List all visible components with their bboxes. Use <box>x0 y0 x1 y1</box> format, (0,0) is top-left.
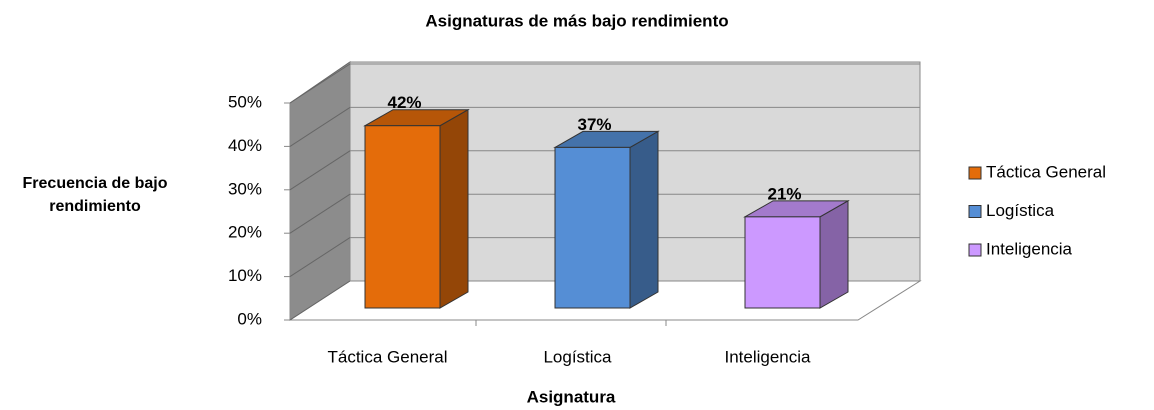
y-tick-label: 20% <box>228 223 262 242</box>
bar-side <box>819 199 849 309</box>
legend-label: Táctica General <box>986 162 1106 181</box>
y-tick-label: 40% <box>228 136 262 155</box>
data-label: 42% <box>387 93 421 112</box>
bar-side <box>629 130 659 309</box>
data-label: 21% <box>767 184 801 203</box>
x-tick-label: Logística <box>543 347 612 366</box>
chart-title: Asignaturas de más bajo rendimiento <box>425 11 728 30</box>
bar <box>744 216 821 309</box>
y-axis-label: Frecuencia de bajo rendimiento <box>22 175 168 215</box>
y-tick-label: 50% <box>228 92 262 111</box>
x-axis-label: Asignatura <box>527 387 616 406</box>
grid-line <box>289 193 351 234</box>
x-tick-label: Inteligencia <box>724 347 811 366</box>
y-tick-label: 10% <box>228 266 262 285</box>
legend-label: Inteligencia <box>986 239 1073 258</box>
y-tick-label: 0% <box>237 309 262 328</box>
legend-swatch <box>968 243 982 257</box>
grid-line <box>289 106 351 147</box>
bar-side <box>439 108 469 309</box>
side-wall <box>289 61 351 321</box>
grid-line <box>289 63 351 104</box>
data-label: 37% <box>577 115 611 134</box>
legend-label: Logística <box>986 201 1055 220</box>
grid-line <box>289 280 351 321</box>
y-tick-label: 30% <box>228 179 262 198</box>
grid-line <box>289 237 351 278</box>
bar <box>554 146 631 309</box>
grid-line <box>289 150 351 191</box>
x-tick-label: Táctica General <box>328 347 448 366</box>
legend-swatch <box>968 205 982 218</box>
bar <box>364 125 441 309</box>
legend-swatch <box>968 166 982 180</box>
